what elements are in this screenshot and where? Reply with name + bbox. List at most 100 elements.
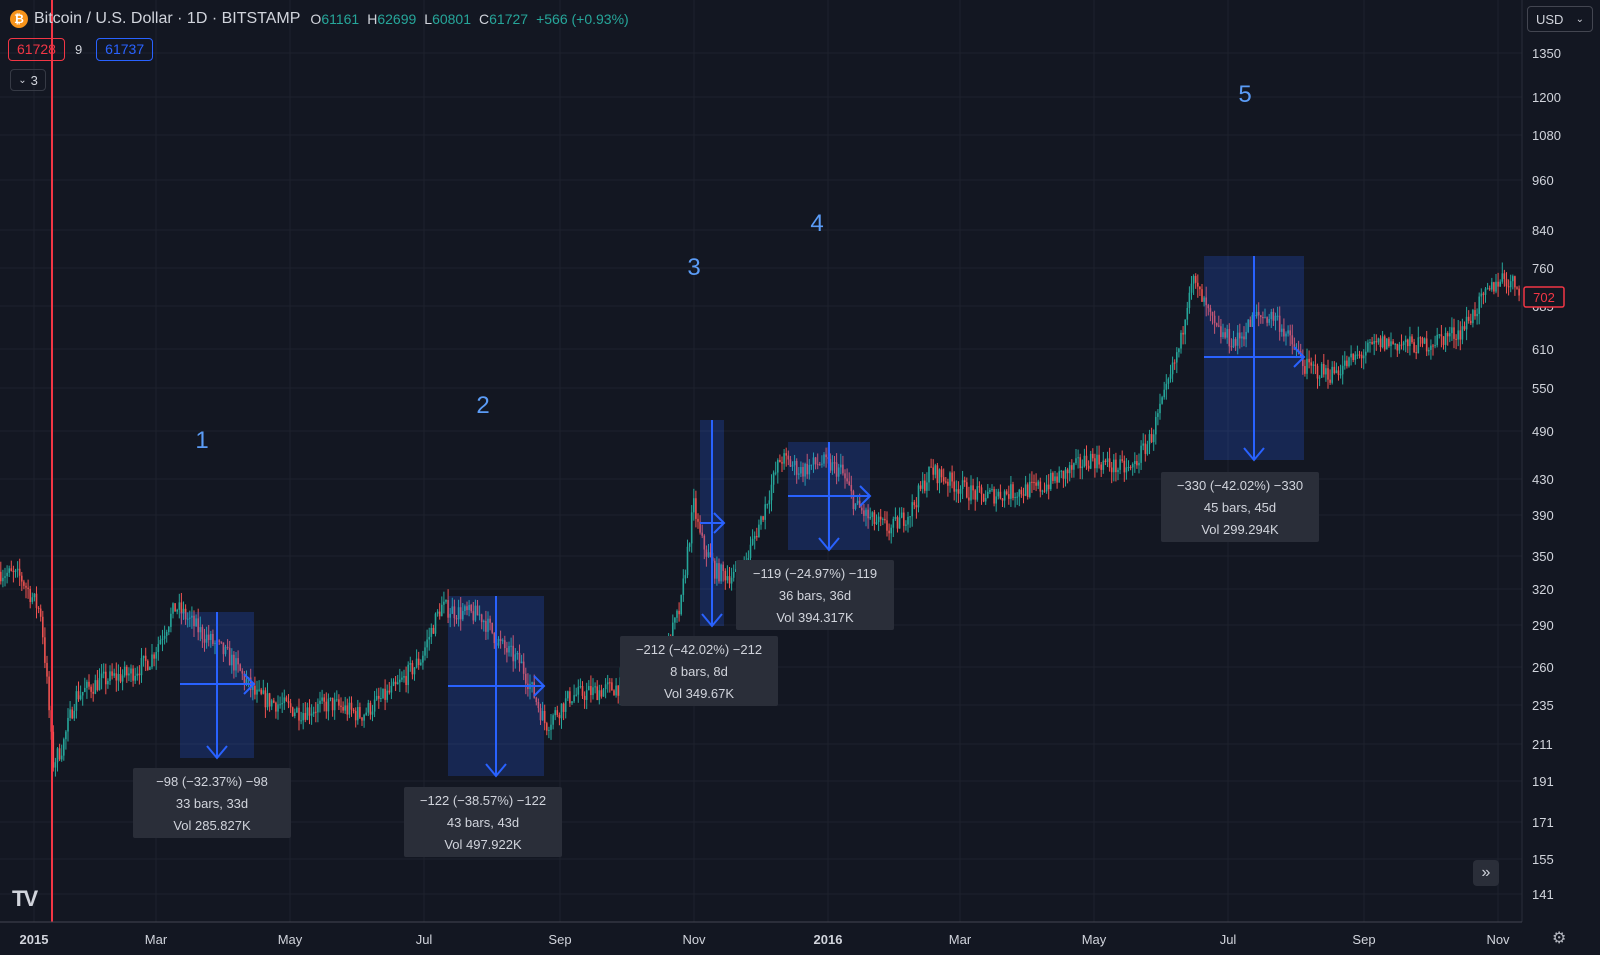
- scroll-to-realtime-button[interactable]: »: [1473, 860, 1499, 886]
- candle: [403, 669, 405, 683]
- candle-body: [699, 521, 701, 533]
- candle: [302, 703, 304, 730]
- measure-tool[interactable]: −212 (−42.02%) −212 8 bars, 8d Vol 349.67K: [620, 420, 778, 706]
- candle-body: [1497, 281, 1499, 287]
- candle-body: [1215, 323, 1218, 326]
- candle: [94, 674, 97, 695]
- candle-body: [1480, 293, 1483, 297]
- wave-label[interactable]: 3: [687, 254, 700, 281]
- candle-body: [123, 666, 126, 676]
- candle-body: [239, 664, 241, 671]
- candle: [35, 586, 38, 619]
- candle: [58, 743, 61, 762]
- wave-label[interactable]: 4: [810, 210, 823, 237]
- candle-body: [600, 690, 603, 697]
- candle-body: [333, 699, 336, 711]
- candle: [703, 534, 706, 560]
- candle-body: [1390, 341, 1392, 347]
- candle: [12, 565, 15, 583]
- candle: [972, 478, 974, 500]
- candle-body: [1356, 354, 1359, 356]
- candle: [119, 666, 122, 684]
- candle-body: [1438, 334, 1441, 336]
- candle: [172, 602, 174, 619]
- candle: [430, 623, 433, 645]
- candle: [795, 458, 798, 484]
- candle-body: [852, 491, 855, 509]
- candle-body: [810, 464, 813, 466]
- candle: [369, 700, 372, 720]
- symbol-header: ₿ Bitcoin / U.S. Dollar · 1D · BITSTAMP …: [10, 8, 637, 30]
- candle: [4, 567, 6, 587]
- candle: [871, 511, 874, 526]
- candle: [289, 698, 292, 713]
- candle: [186, 612, 189, 628]
- currency-select[interactable]: USD ⌄: [1527, 6, 1593, 32]
- candle-body: [1058, 471, 1060, 483]
- candle-body: [518, 652, 521, 664]
- candle-body: [1152, 434, 1155, 443]
- candle-body: [1394, 343, 1396, 345]
- candle-body: [367, 702, 370, 713]
- candle: [199, 616, 202, 642]
- candle: [953, 471, 955, 501]
- candle-body: [260, 689, 262, 694]
- wave-label[interactable]: 1: [195, 427, 208, 454]
- candle-body: [79, 695, 82, 700]
- candle: [176, 608, 178, 615]
- candle: [363, 713, 365, 728]
- candle: [69, 701, 71, 722]
- measure-down-arrow: [1243, 447, 1265, 462]
- candle-body: [231, 654, 233, 666]
- candle-body: [833, 462, 836, 464]
- candle: [1509, 274, 1512, 293]
- candle: [714, 558, 716, 584]
- candle: [1419, 336, 1422, 347]
- candle: [1436, 327, 1438, 348]
- candle-body: [1278, 315, 1281, 332]
- candle-body: [392, 681, 395, 686]
- candle-body: [1071, 465, 1073, 470]
- measure-tool[interactable]: −119 (−24.97%) −119 36 bars, 36d Vol 394.3…: [736, 442, 894, 630]
- candle: [940, 466, 943, 483]
- candle: [472, 601, 475, 625]
- candle: [1138, 453, 1140, 474]
- candle-body: [573, 695, 575, 702]
- candle-body: [115, 673, 118, 681]
- indicators-toggle-button[interactable]: ⌄ 3: [10, 69, 46, 91]
- candle-body: [564, 698, 567, 712]
- candle: [989, 487, 991, 494]
- buy-button[interactable]: 61737: [96, 38, 154, 61]
- candle-body: [1119, 459, 1121, 470]
- candle-body: [947, 481, 949, 486]
- candle-body: [789, 459, 792, 467]
- candle-body: [1352, 353, 1354, 360]
- measure-tool[interactable]: −122 (−38.57%) −122 43 bars, 43d Vol 497.9…: [404, 596, 562, 857]
- gear-icon[interactable]: ⚙: [1552, 930, 1567, 947]
- measure-tool[interactable]: −330 (−42.02%) −330 45 bars, 45d Vol 299.2…: [1161, 256, 1319, 542]
- wave-labels: 1 2 3 4 5: [195, 81, 1251, 454]
- sell-button[interactable]: 61728: [8, 38, 65, 61]
- candle-body: [1192, 276, 1195, 284]
- wave-label[interactable]: 5: [1238, 81, 1251, 108]
- last-price-label: 702: [1533, 290, 1555, 305]
- symbol-title[interactable]: Bitcoin / U.S. Dollar · 1D · BITSTAMP: [34, 10, 301, 27]
- candle-body: [371, 711, 374, 715]
- time-tick-label: Sep: [1352, 932, 1375, 947]
- candle-body: [142, 655, 145, 659]
- measure-tool[interactable]: −98 (−32.37%) −98 33 bars, 33d Vol 285.827…: [133, 612, 291, 838]
- candle-body: [1068, 465, 1071, 474]
- candle-body: [1228, 328, 1231, 347]
- candle-body: [1478, 296, 1480, 314]
- candle: [1041, 489, 1044, 495]
- wave-label[interactable]: 2: [476, 392, 489, 419]
- candle: [753, 531, 756, 550]
- candle-body: [1104, 460, 1107, 463]
- candle: [573, 684, 575, 704]
- candle-body: [535, 697, 538, 703]
- candle-body: [405, 676, 407, 685]
- tradingview-logo-icon[interactable]: TV: [12, 886, 38, 911]
- candle-body: [525, 673, 527, 684]
- candle-body: [1482, 293, 1485, 295]
